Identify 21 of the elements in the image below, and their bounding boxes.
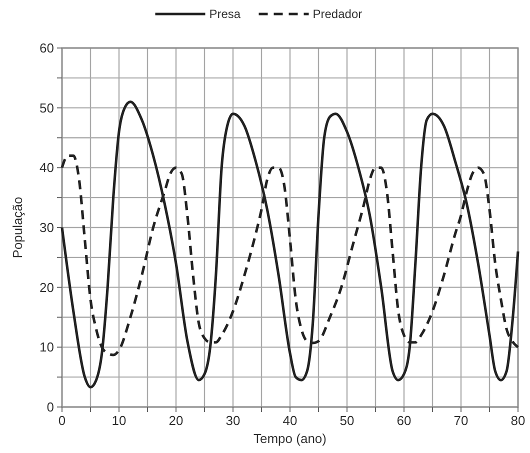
y-tick-label: 10 — [40, 340, 54, 355]
y-tick-label: 50 — [40, 100, 54, 116]
x-axis-title: Tempo (ano) — [254, 431, 326, 446]
x-tick-label: 60 — [396, 413, 412, 428]
y-tick-label: 60 — [40, 40, 54, 56]
line-series — [60, 100, 520, 389]
x-tick-label: 80 — [510, 413, 526, 428]
y-axis-title: População — [10, 196, 25, 258]
x-tick-label: 70 — [454, 413, 468, 428]
y-tick-label: 20 — [40, 280, 54, 295]
legend-label: Predador — [312, 7, 362, 21]
x-tick-label: 50 — [340, 413, 354, 428]
x-tick-label: 10 — [112, 413, 126, 428]
y-tick-label: 40 — [40, 160, 54, 176]
legend-label: Presa — [209, 7, 241, 21]
x-tick-label: 0 — [58, 413, 66, 428]
y-tick-label: 0 — [46, 400, 54, 414]
x-tick-label: 40 — [282, 413, 298, 428]
x-tick-label: 30 — [226, 413, 240, 428]
y-tick-label: 30 — [40, 220, 54, 235]
x-tick-label: 20 — [168, 413, 184, 428]
